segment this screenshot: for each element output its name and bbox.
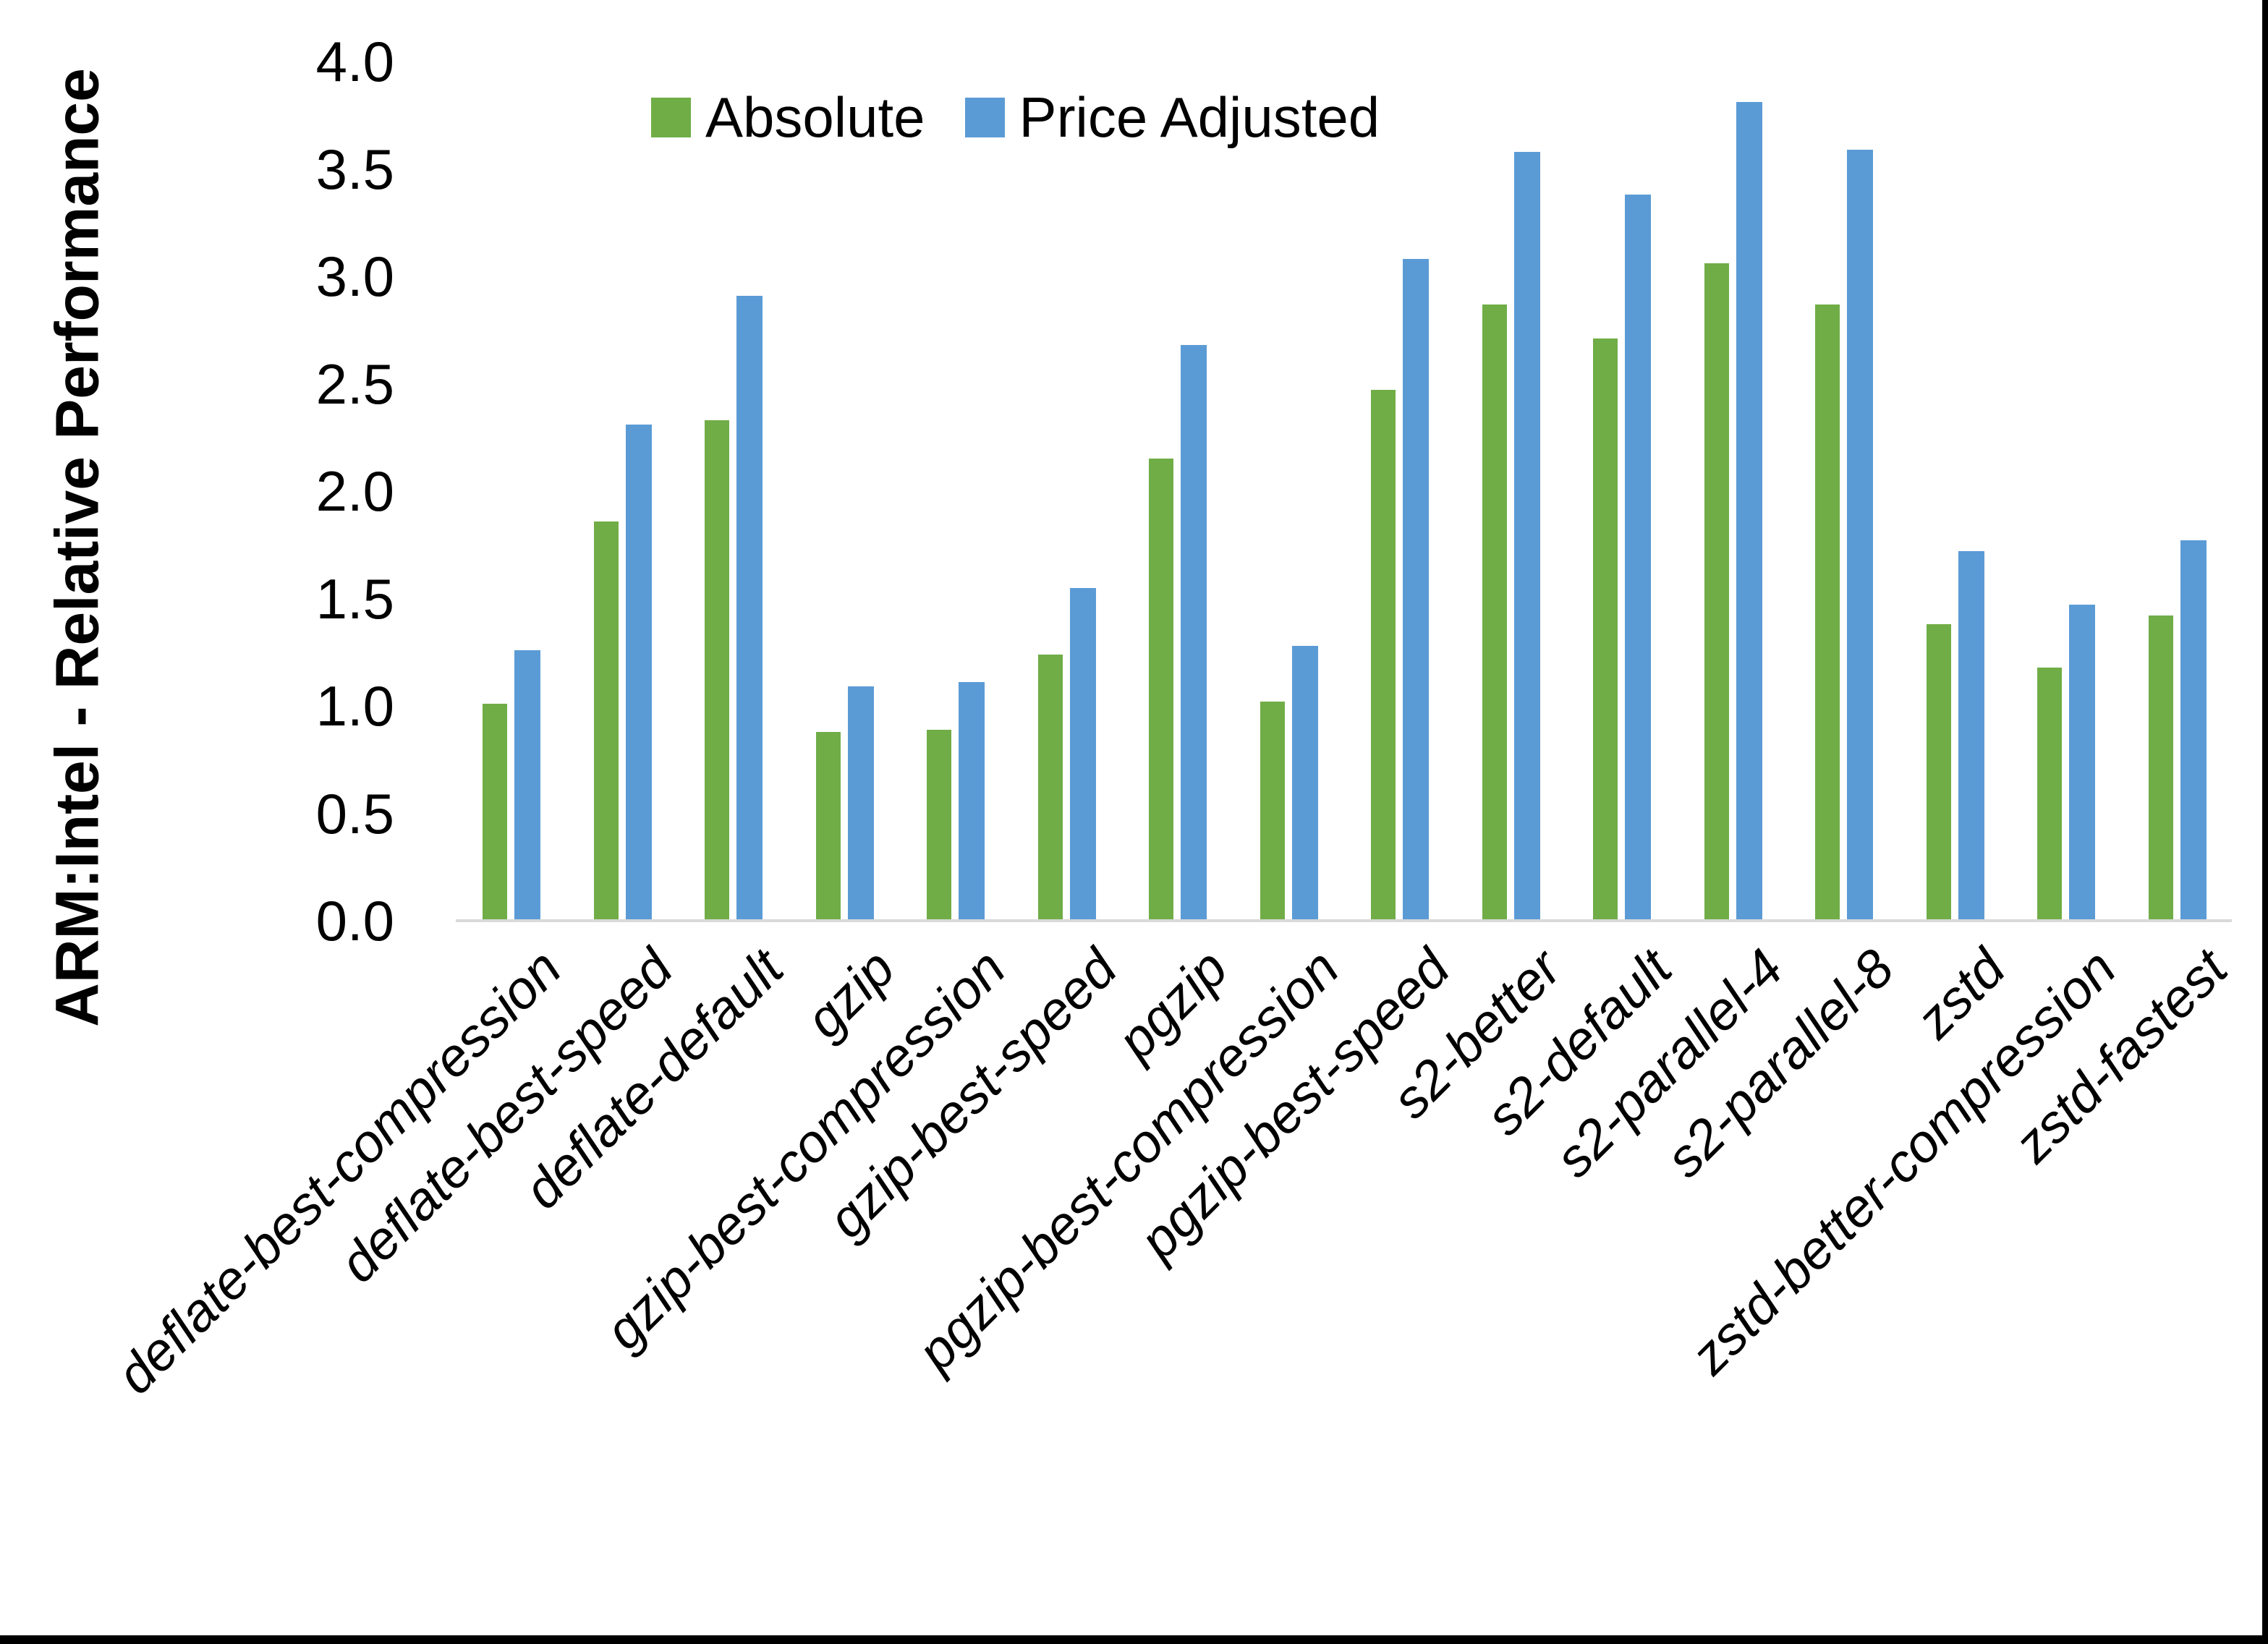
bar-absolute: [1149, 459, 1173, 921]
bar-absolute: [705, 419, 729, 921]
bar-absolute: [927, 729, 951, 921]
bar-price-adjusted: [1181, 345, 1207, 921]
y-axis-tick-label: 0.0: [315, 889, 394, 953]
bar-absolute: [1260, 702, 1285, 921]
legend-swatch-price-adjusted-icon: [964, 97, 1005, 137]
bar-price-adjusted: [1403, 259, 1429, 921]
y-axis-tick-label: 1.0: [315, 674, 394, 738]
y-axis-tick-label: 3.5: [315, 137, 394, 201]
y-axis-title: ARM:Intel - Relative Performance: [43, 68, 111, 1027]
legend-label-absolute: Absolute: [705, 85, 925, 149]
bar-price-adjusted: [1513, 151, 1540, 921]
bar-price-adjusted: [1736, 102, 1762, 921]
bar-price-adjusted: [1291, 645, 1318, 921]
legend: Absolute Price Adjusted: [651, 88, 1380, 146]
bar-price-adjusted: [1847, 149, 1873, 921]
y-axis-tick-label: 0.5: [315, 781, 394, 846]
bar-price-adjusted: [1625, 195, 1651, 921]
bar-absolute: [483, 704, 507, 921]
y-axis-tick-label: 2.0: [315, 459, 394, 523]
x-axis-line: [456, 919, 2232, 922]
page-border-right: [2262, 0, 2268, 1644]
legend-item-price-adjusted: Price Adjusted: [964, 85, 1380, 149]
bar-absolute: [2037, 667, 2062, 921]
bar-price-adjusted: [847, 686, 874, 921]
bar-absolute: [1815, 304, 1840, 921]
bar-price-adjusted: [1958, 551, 1984, 921]
y-axis-tick-label: 2.5: [315, 352, 394, 416]
y-axis-tick-label: 4.0: [315, 30, 394, 93]
bar-absolute: [1482, 304, 1507, 921]
bar-absolute: [593, 521, 619, 921]
bar-price-adjusted: [2180, 540, 2207, 921]
y-axis-tick-label: 3.0: [315, 244, 394, 308]
y-axis-tick-label: 1.5: [315, 566, 394, 631]
legend-item-absolute: Absolute: [651, 88, 925, 146]
bar-absolute: [2148, 616, 2173, 921]
legend-label-price-adjusted: Price Adjusted: [1019, 85, 1380, 149]
bar-price-adjusted: [625, 424, 652, 921]
bar-absolute: [1926, 624, 1951, 921]
bar-absolute: [1593, 338, 1618, 921]
legend-swatch-absolute-icon: [651, 97, 691, 137]
bar-absolute: [815, 731, 841, 921]
bar-absolute: [1371, 390, 1396, 921]
bar-price-adjusted: [1069, 587, 1096, 921]
bar-absolute: [1037, 654, 1063, 921]
bar-price-adjusted: [2069, 605, 2095, 921]
page-border-bottom: [0, 1635, 2268, 1644]
bar-price-adjusted: [514, 649, 540, 921]
bar-price-adjusted: [959, 682, 985, 921]
bar-price-adjusted: [736, 295, 763, 921]
bar-absolute: [1704, 263, 1729, 921]
